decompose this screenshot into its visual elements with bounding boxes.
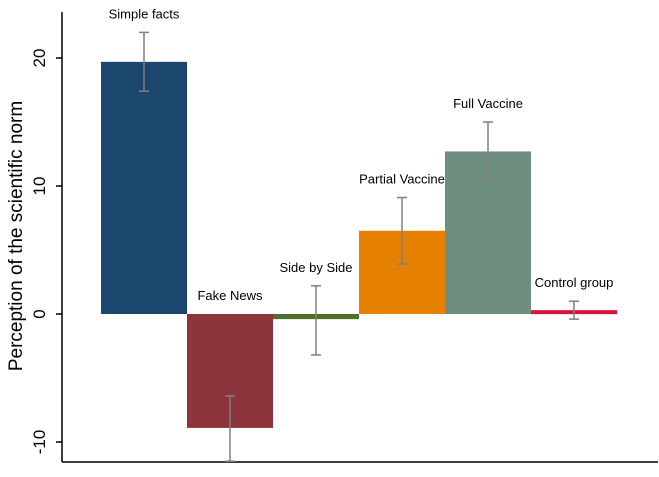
bar-label: Side by Side [280, 260, 353, 275]
bar-label: Simple facts [109, 6, 180, 21]
y-tick-label: 0 [30, 309, 49, 318]
y-axis-title: Perception of the scientific norm [6, 101, 27, 371]
bar-label: Partial Vaccine [359, 172, 445, 187]
error-bars [139, 31, 579, 462]
bar-labels: Simple facts Fake News Side by Side Partial… [109, 6, 614, 303]
bar-label: Fake News [197, 288, 263, 303]
y-tick-label: 10 [30, 177, 49, 196]
bars [101, 61, 617, 428]
bar [101, 61, 187, 315]
y-ticks: -10 0 10 20 [30, 49, 62, 455]
y-tick-label: -10 [30, 430, 49, 455]
bar-label: Control group [535, 275, 614, 290]
bar-label: Full Vaccine [453, 96, 523, 111]
y-tick-label: 20 [30, 49, 49, 68]
axes: Perception of the scientific norm [6, 12, 658, 463]
